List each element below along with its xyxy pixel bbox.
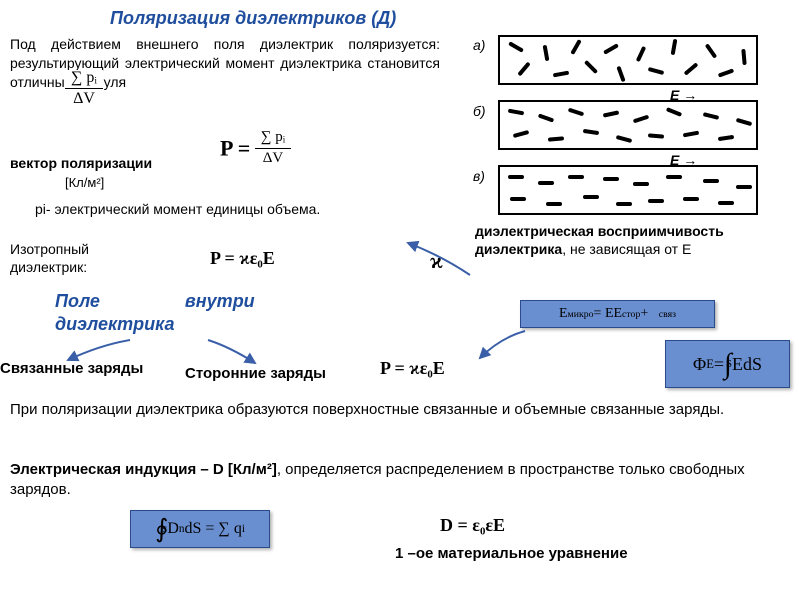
formula-box-Phi: ΦE = ∫S EdS [665,340,790,388]
arrow-emicro [475,328,535,363]
formula-PkE-2: P = ϰε₀E [380,358,445,379]
arrow-storon [200,335,280,370]
formula-sum-overlay: ∑ pᵢ ΔV [65,70,103,107]
formula-box-Emicro: Eмикро = EEстор + связ [520,300,715,328]
induction-text: Электрическая индукция – D [Кл/м²], опре… [10,460,790,501]
formula-PkE: P = ϰε₀E [210,248,275,269]
arrow-kappa [400,235,480,280]
dipole-diagram: а) б) E → в) E → [470,35,775,220]
formula-P: P = ∑ pᵢ ΔV [220,130,291,167]
formula-D: D = ε₀εE [440,515,505,536]
field-inside-heading: Поле внутри диэлектрика [55,290,355,335]
page-title: Поляризация диэлектриков (Д) [110,8,396,29]
isotropic-label: Изотропный диэлектрик: [10,240,150,276]
susceptibility-text: диэлектрическая восприимчивость диэлектр… [475,222,755,258]
panel-c [498,165,758,215]
panel-b [498,100,758,150]
formula-box-oint: ∮SDn dS = ∑ qi [130,510,270,548]
arrow-svyaz [60,335,140,365]
panel-c-label: в) [473,168,485,184]
panel-a [498,35,758,85]
panel-a-label: а) [473,37,485,53]
vector-polarization-label: вектор поляризации [10,155,152,171]
polarization-description: При поляризации диэлектрика образуются п… [10,400,790,420]
pi-description: pi- электрический момент единицы объема. [35,200,355,218]
panel-b-label: б) [473,103,486,119]
material-equation-label: 1 –ое материальное уравнение [395,545,628,562]
vector-polarization-unit: [Кл/м²] [65,175,104,190]
